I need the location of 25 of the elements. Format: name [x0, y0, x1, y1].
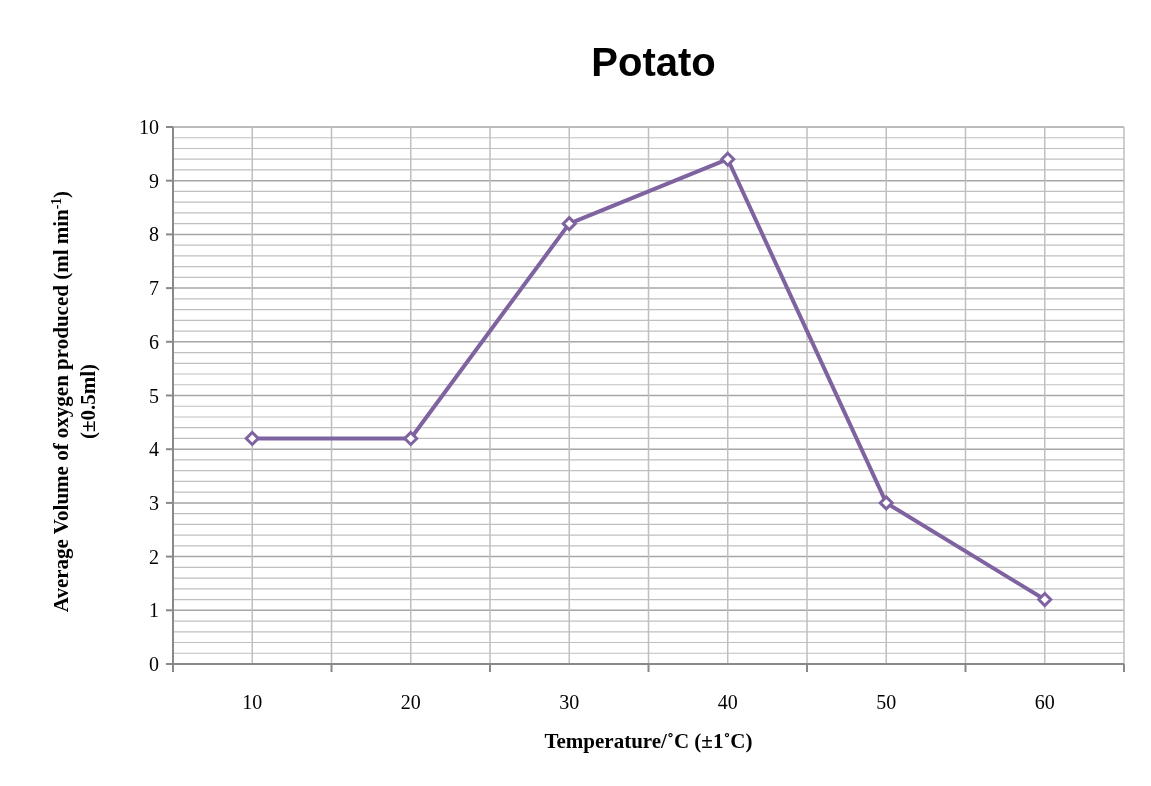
x-tick-label: 50 [876, 691, 897, 713]
y-tick-label: 9 [149, 169, 159, 192]
y-tick-label: 2 [149, 545, 159, 568]
point [244, 430, 260, 446]
point [878, 495, 894, 511]
x-tick-label: 60 [1034, 691, 1055, 713]
point [720, 151, 736, 167]
y-tick-label: 7 [149, 277, 159, 300]
y-tick-label: 3 [149, 491, 159, 514]
chart-title: Potato [591, 40, 716, 84]
point [1037, 592, 1053, 608]
y-tick-label: 10 [139, 116, 159, 138]
point [403, 430, 419, 446]
x-tick-label: 20 [400, 691, 421, 713]
y-tick-label: 8 [149, 223, 159, 246]
point [561, 216, 577, 232]
y-tick-label: 4 [149, 438, 159, 461]
y-tick-label: 5 [149, 384, 159, 407]
x-axis-title: Temperature/˚C (±1˚C) [544, 729, 753, 753]
x-tick-label: 30 [559, 691, 580, 713]
x-tick-label: 40 [717, 691, 738, 713]
y-tick-label: 1 [149, 599, 159, 622]
y-tick-label: 0 [149, 653, 159, 675]
y-tick-label: 6 [149, 330, 159, 353]
x-tick-label: 10 [242, 691, 263, 713]
